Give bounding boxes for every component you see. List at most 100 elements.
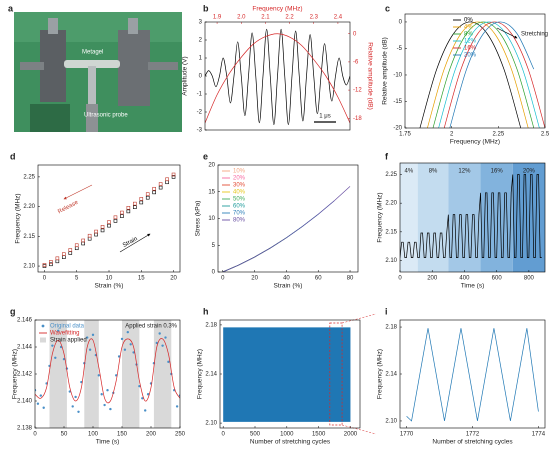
panel: h 0 500 1000 1500 2000 2.10 2.14 2.18 Number of s… xyxy=(197,306,377,446)
marker xyxy=(106,389,109,392)
marker xyxy=(97,374,101,377)
marker xyxy=(62,357,66,361)
marker xyxy=(87,236,92,241)
marker xyxy=(146,393,150,396)
marker xyxy=(100,228,105,233)
arrow xyxy=(496,27,518,39)
x-tick-label: 60 xyxy=(315,276,322,282)
x-tick-label: 600 xyxy=(492,276,503,282)
marker xyxy=(120,337,124,341)
x-tick-label: 5 xyxy=(75,276,79,282)
x-tick-label: 1000 xyxy=(280,432,294,438)
y-tick-label: 2.10 xyxy=(205,421,217,427)
marker xyxy=(94,232,98,237)
marker xyxy=(152,186,156,191)
y-tick-label: 2.10 xyxy=(23,264,35,270)
y-tick-label: 0 xyxy=(212,270,216,276)
marker xyxy=(62,252,66,256)
y-tick-label: 2.14 xyxy=(385,372,397,378)
y2-axis-label: Relative amplitude (dB) xyxy=(366,42,373,110)
y-tick-label: 2.15 xyxy=(23,234,35,240)
y-tick-label: 0 xyxy=(399,20,403,26)
base xyxy=(30,104,70,132)
legend-label: Wavefitting xyxy=(50,331,79,337)
plot-area xyxy=(419,21,545,128)
legend-label: 20% xyxy=(464,53,477,59)
x-tick-label: 20 xyxy=(251,276,258,282)
x-tick-label: 0 xyxy=(43,276,47,282)
marker xyxy=(94,229,98,234)
axes-frame xyxy=(399,162,546,273)
x-tick-label: 40 xyxy=(283,276,290,282)
marker xyxy=(49,260,53,264)
plot-area xyxy=(223,327,351,422)
legend-label: 20% xyxy=(233,176,246,182)
marker xyxy=(88,348,92,351)
marker xyxy=(74,246,79,251)
y-tick-label: 3 xyxy=(199,20,203,26)
axes-frame xyxy=(404,13,546,129)
x-tick-label: 0 xyxy=(222,432,226,438)
clamp xyxy=(118,30,150,106)
y-tick-label: -3 xyxy=(197,128,203,134)
y2-tick-label: -6 xyxy=(353,59,359,65)
marker xyxy=(129,343,132,346)
x2-tick-label: 2.0 xyxy=(237,15,246,21)
marker xyxy=(158,185,163,190)
y-tick-label: -15 xyxy=(393,99,402,105)
y-tick-label: 2.138 xyxy=(17,426,33,432)
y-tick-label: 2.25 xyxy=(385,172,397,178)
y-tick-label: 2.10 xyxy=(385,258,397,264)
y-tick-label: 2.15 xyxy=(385,229,397,235)
x-axis-label: Strain (%) xyxy=(95,283,124,290)
zoom-box xyxy=(329,322,343,426)
marker xyxy=(62,255,66,259)
panel-letter: a xyxy=(8,3,14,13)
zoom-connector xyxy=(342,313,377,324)
marker xyxy=(107,220,111,224)
marker xyxy=(39,394,42,397)
series-line xyxy=(406,328,539,422)
y-axis-label: Frequency (MHz) xyxy=(377,192,384,242)
y-tick-label: 2.18 xyxy=(385,325,397,331)
y-axis-label: Frequency (MHz) xyxy=(377,349,384,399)
marker xyxy=(171,172,176,177)
x-tick-label: 80 xyxy=(347,276,354,282)
marker xyxy=(164,336,167,339)
panel: f 4% 8% 12% 16% 20% 0 200 400 600 800 2.10 2.15 2.20 2… xyxy=(377,151,546,290)
panel: c 1.75 2 2.25 2.5 0 -5 -10 -15 -20 Frequency (MHz)… xyxy=(382,3,550,145)
band xyxy=(400,163,418,272)
series-line xyxy=(438,21,540,128)
legend-label: 80% xyxy=(233,218,246,224)
series-line xyxy=(205,33,350,124)
y-tick-label: -10 xyxy=(393,73,402,79)
axes-frame xyxy=(219,319,361,429)
marker xyxy=(145,195,150,200)
band-label: 4% xyxy=(405,169,414,175)
x-axis-label: Time (s) xyxy=(96,439,120,446)
series-line xyxy=(419,21,522,128)
x-axis-label: Strain (%) xyxy=(274,283,303,290)
x-tick-label: 150 xyxy=(117,432,128,438)
axes-frame xyxy=(34,319,181,429)
series-line xyxy=(427,21,529,128)
panel: d 0 5 10 15 20 2.10 2.15 2.20 2.25 Strain (%) Frequ… xyxy=(10,151,181,290)
y-tick-label: 2.20 xyxy=(385,201,397,207)
x-tick-label: 500 xyxy=(250,432,261,438)
x-axis-label: Frequency (MHz) xyxy=(450,139,500,146)
marker xyxy=(158,182,163,186)
marker xyxy=(42,264,47,268)
marker xyxy=(144,409,147,412)
marker xyxy=(87,233,92,238)
marker xyxy=(36,402,40,405)
axes-frame xyxy=(204,21,351,131)
y-tick-label: 2.142 xyxy=(17,372,33,378)
marker xyxy=(42,406,45,409)
x2-tick-label: 2.1 xyxy=(261,15,270,21)
axes-frame xyxy=(217,164,359,273)
plot-area xyxy=(35,320,180,428)
x-tick-label: 1774 xyxy=(532,432,546,438)
panel-letter: i xyxy=(385,306,388,316)
series-line xyxy=(222,247,271,272)
